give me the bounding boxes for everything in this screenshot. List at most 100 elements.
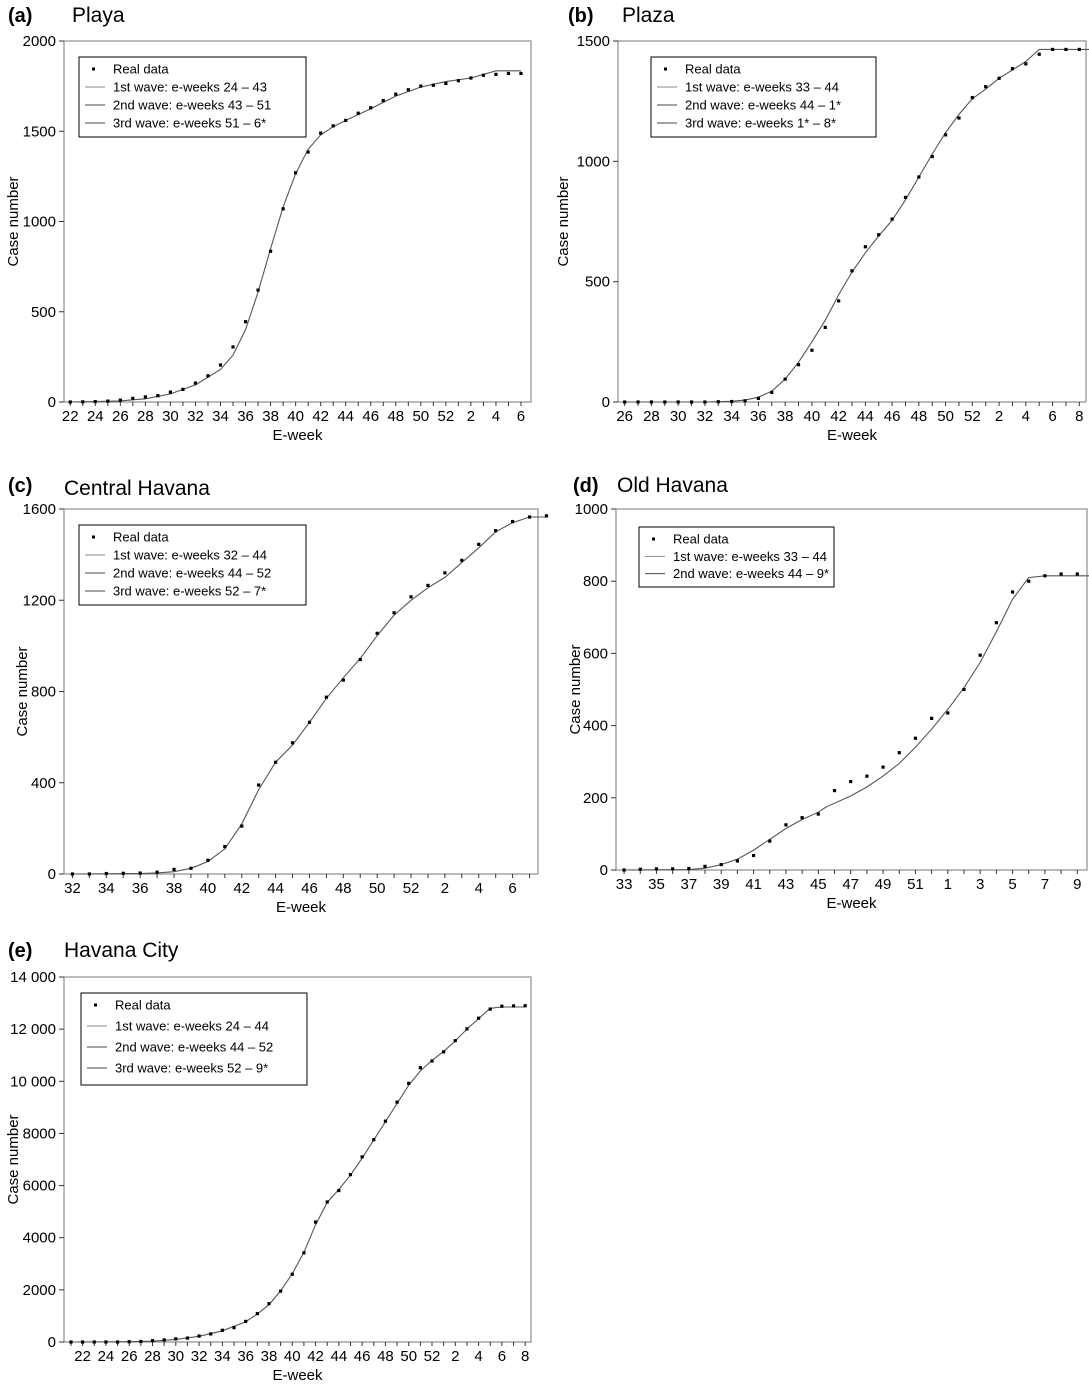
legend-entry: 3rd wave: e-weeks 1* – 8* bbox=[685, 116, 836, 131]
data-point bbox=[863, 245, 867, 249]
data-point bbox=[519, 71, 523, 76]
data-point bbox=[337, 1188, 341, 1193]
legend-marker-real-data bbox=[664, 67, 667, 71]
data-point bbox=[622, 868, 626, 872]
data-point bbox=[460, 558, 464, 562]
x-tick-label: 22 bbox=[62, 408, 79, 425]
data-point bbox=[172, 867, 176, 872]
data-point bbox=[649, 400, 654, 404]
data-point bbox=[267, 1302, 271, 1306]
legend-box bbox=[78, 56, 307, 138]
data-point bbox=[341, 678, 345, 682]
legend-entry: 2nd wave: e-weeks 43 – 51 bbox=[113, 98, 271, 113]
data-point bbox=[106, 399, 110, 403]
legend-entry: Real data bbox=[685, 62, 741, 77]
panel-title: Playa bbox=[72, 4, 125, 27]
y-tick-label: 1500 bbox=[577, 33, 610, 50]
x-tick-label: 8 bbox=[521, 1348, 529, 1365]
data-point bbox=[784, 823, 788, 827]
data-point bbox=[231, 345, 235, 349]
data-point bbox=[155, 870, 159, 874]
data-point bbox=[209, 1332, 213, 1336]
data-point bbox=[181, 387, 185, 391]
x-tick-label: 4 bbox=[492, 408, 500, 425]
data-point bbox=[409, 595, 413, 599]
legend-marker-real-data bbox=[94, 1003, 97, 1007]
data-point bbox=[984, 85, 988, 89]
data-point bbox=[115, 1340, 120, 1344]
data-point bbox=[917, 175, 921, 179]
data-point bbox=[944, 133, 948, 137]
data-point bbox=[394, 92, 398, 96]
data-point bbox=[481, 73, 486, 77]
x-tick-label: 6 bbox=[1048, 408, 1056, 425]
x-tick-label: 2 bbox=[995, 408, 1003, 425]
data-point bbox=[930, 716, 934, 720]
data-point bbox=[383, 1119, 388, 1123]
panel-title: Central Havana bbox=[64, 477, 210, 500]
x-tick-label: 4 bbox=[474, 1348, 482, 1365]
panel-label: (e) bbox=[8, 940, 32, 962]
legend-box bbox=[78, 524, 307, 606]
data-point bbox=[430, 1059, 434, 1063]
y-tick-label: 2000 bbox=[23, 33, 56, 50]
x-tick-label: 4 bbox=[475, 880, 483, 897]
x-tick-label: 30 bbox=[670, 408, 687, 425]
data-point bbox=[654, 867, 659, 871]
data-point bbox=[676, 400, 680, 404]
y-tick-label: 14 000 bbox=[10, 969, 56, 986]
y-tick-label: 2000 bbox=[23, 1282, 56, 1299]
x-tick-label: 28 bbox=[144, 1348, 161, 1365]
data-point bbox=[1059, 572, 1063, 576]
panel-label: (c) bbox=[8, 475, 32, 497]
data-point bbox=[206, 858, 210, 862]
data-point bbox=[392, 611, 396, 615]
x-tick-label: 52 bbox=[424, 1348, 441, 1365]
x-tick-label: 28 bbox=[137, 408, 154, 425]
data-point bbox=[92, 1340, 96, 1344]
x-tick-label: 36 bbox=[237, 1348, 254, 1365]
data-point bbox=[344, 118, 348, 123]
data-point bbox=[962, 687, 966, 692]
x-tick-label: 44 bbox=[337, 408, 354, 425]
data-point bbox=[663, 400, 667, 404]
data-point bbox=[1010, 67, 1015, 71]
data-point bbox=[197, 1334, 201, 1338]
x-tick-label: 38 bbox=[777, 408, 794, 425]
legend-box bbox=[638, 526, 835, 588]
data-point bbox=[257, 783, 261, 787]
data-point bbox=[240, 824, 244, 828]
data-point bbox=[256, 288, 260, 292]
x-tick-label: 35 bbox=[648, 876, 665, 893]
data-point bbox=[395, 1100, 399, 1104]
data-point bbox=[730, 399, 734, 404]
x-axis-label: E-week bbox=[826, 895, 877, 912]
x-tick-label: 8 bbox=[1075, 408, 1083, 425]
data-point bbox=[703, 864, 707, 868]
data-point bbox=[957, 116, 961, 120]
data-point bbox=[897, 751, 901, 755]
legend-entry: 2nd wave: e-weeks 44 – 52 bbox=[115, 1040, 273, 1055]
data-point bbox=[1037, 52, 1041, 56]
x-tick-label: 40 bbox=[804, 408, 821, 425]
data-point bbox=[756, 396, 760, 400]
x-tick-label: 32 bbox=[187, 408, 204, 425]
x-tick-label: 49 bbox=[875, 876, 892, 893]
data-point bbox=[360, 1155, 364, 1159]
y-tick-label: 4000 bbox=[23, 1230, 56, 1247]
data-point bbox=[751, 853, 756, 858]
x-tick-label: 34 bbox=[723, 408, 740, 425]
x-tick-label: 48 bbox=[911, 408, 928, 425]
y-tick-label: 10 000 bbox=[10, 1073, 56, 1090]
data-point bbox=[281, 207, 285, 211]
x-tick-label: 36 bbox=[750, 408, 767, 425]
legend-box bbox=[650, 56, 877, 138]
data-point bbox=[348, 1173, 353, 1177]
data-point bbox=[279, 1289, 283, 1293]
data-point bbox=[81, 1340, 85, 1344]
y-axis-label: Case number bbox=[5, 1114, 22, 1204]
data-point bbox=[456, 79, 460, 83]
data-point bbox=[544, 514, 549, 518]
data-point bbox=[306, 150, 310, 154]
data-point bbox=[121, 871, 125, 875]
